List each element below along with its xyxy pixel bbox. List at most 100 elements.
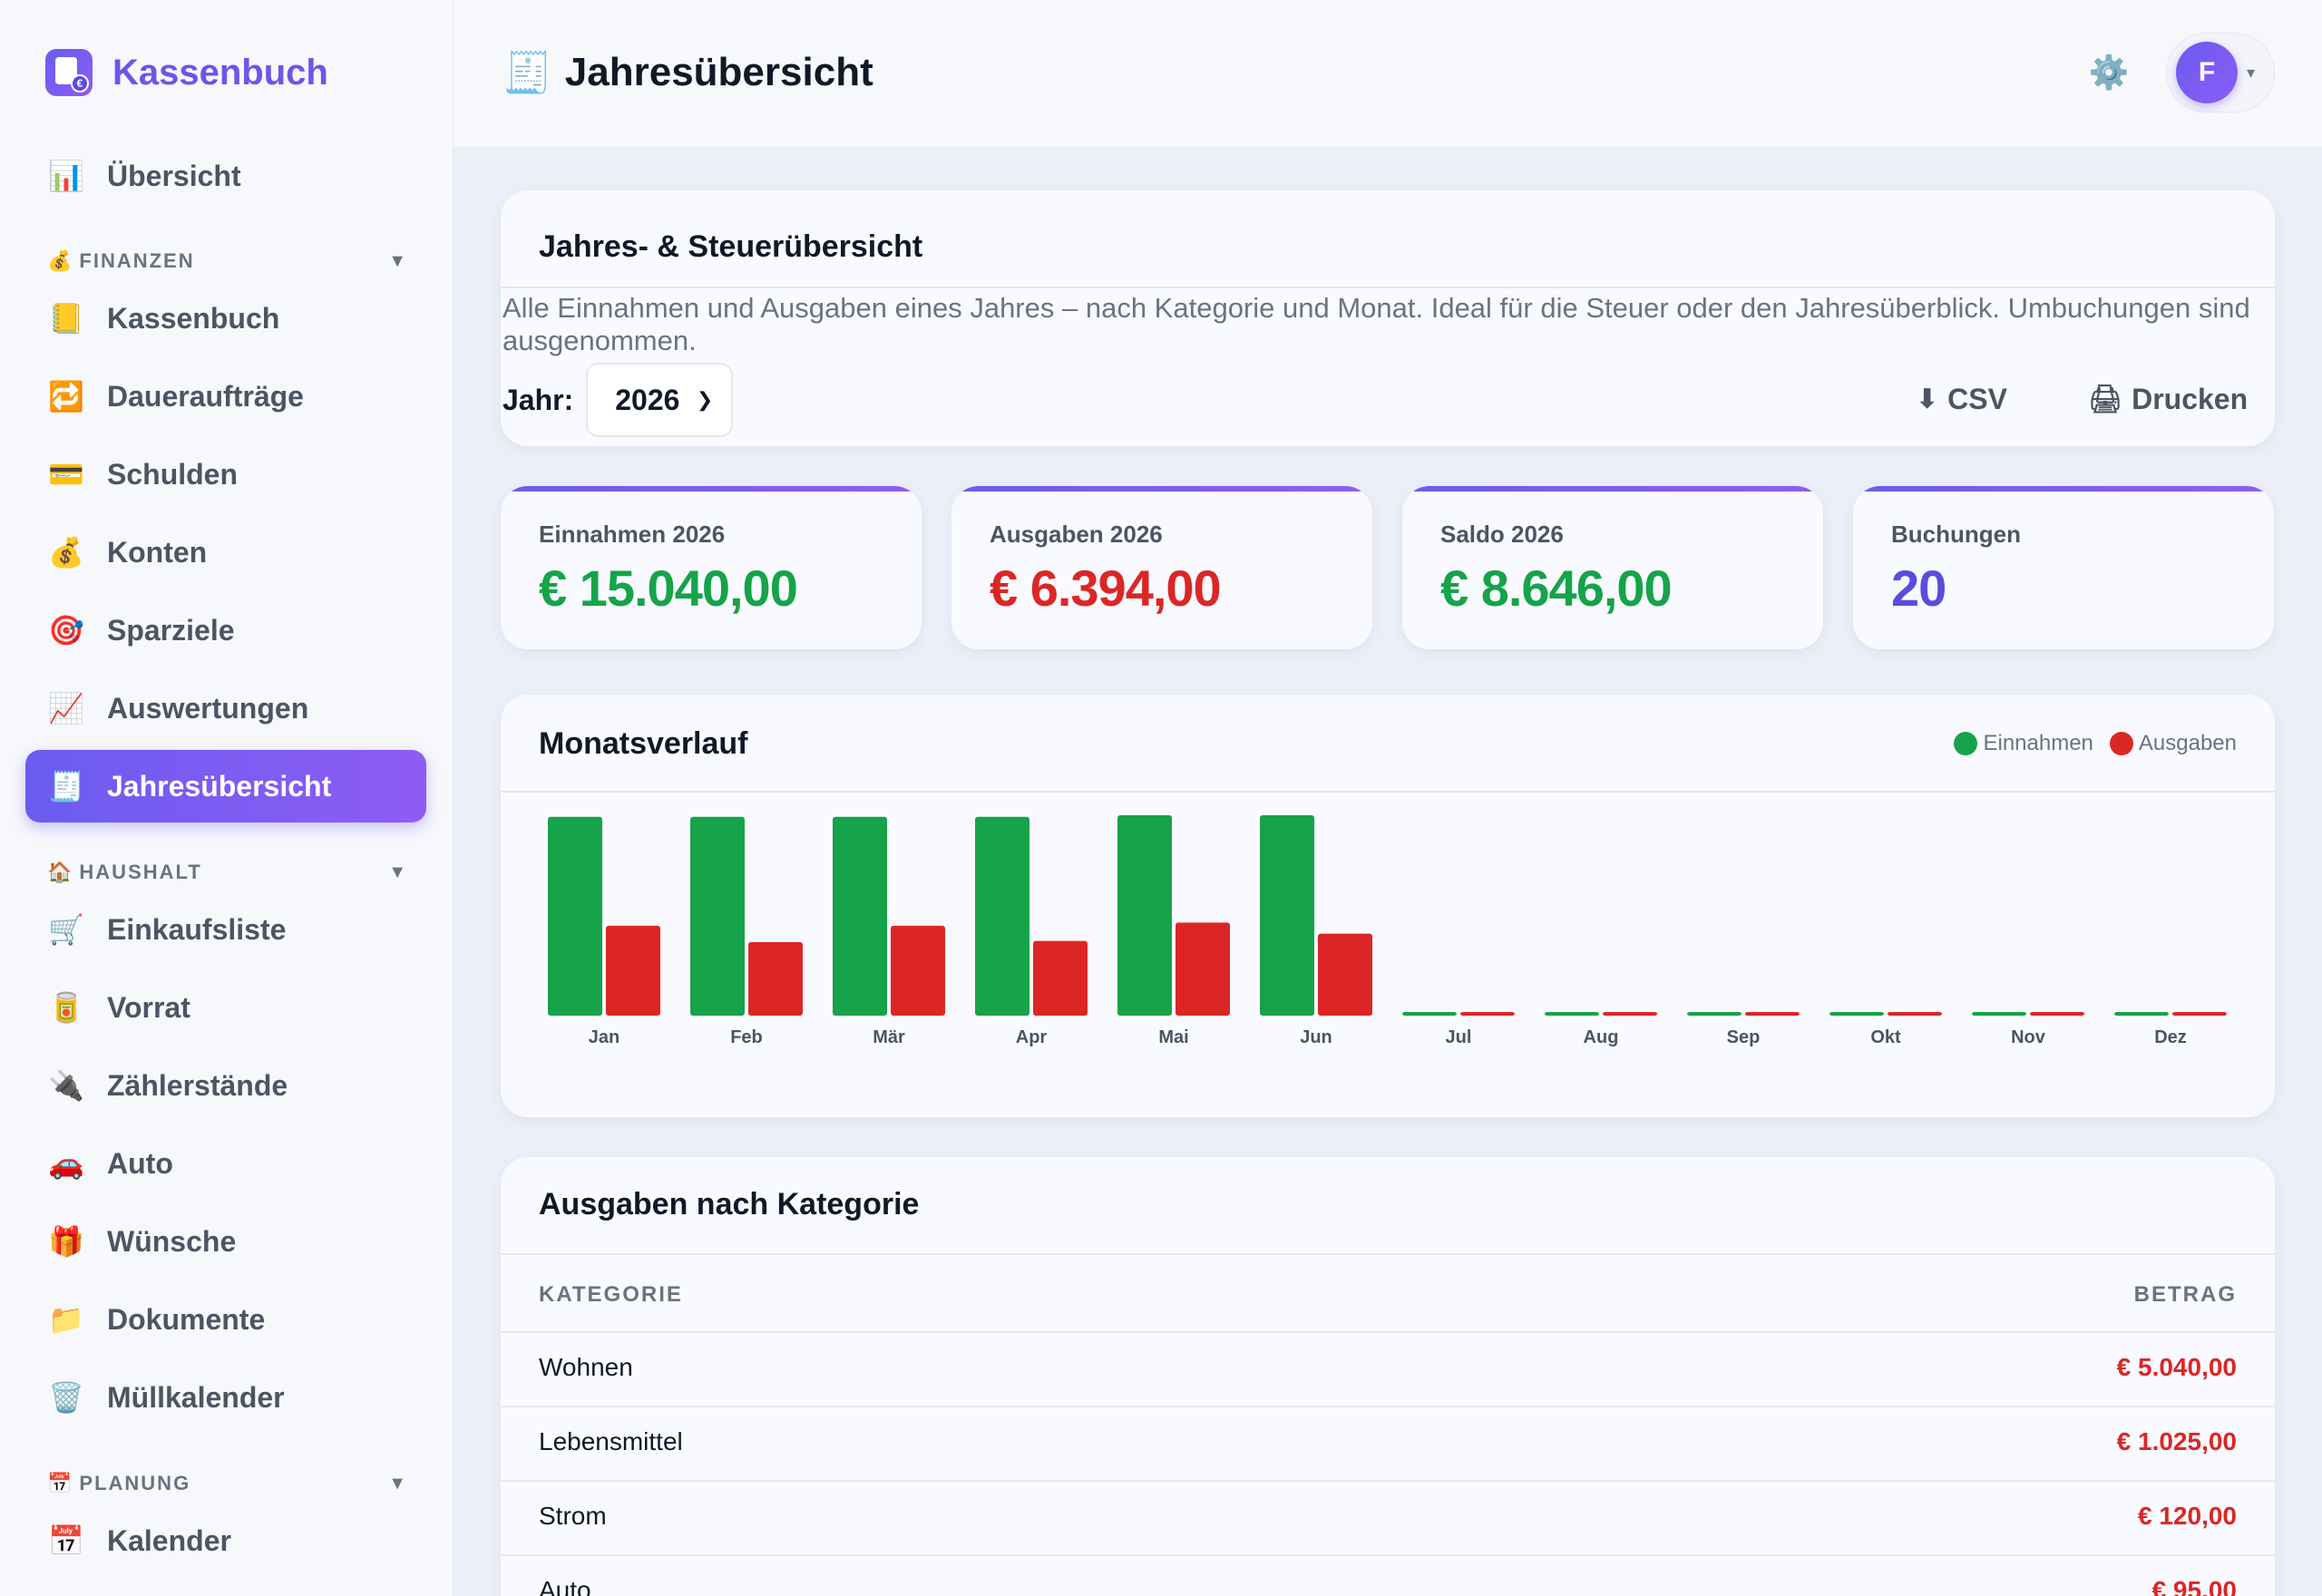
- sidebar-item-label: Kalender: [107, 1523, 231, 1557]
- year-filter: Jahr: 2026 ❯: [502, 363, 734, 437]
- csv-export-button[interactable]: ⬇ CSV: [1916, 372, 2007, 426]
- bar-income-okt[interactable]: [1829, 1012, 1884, 1016]
- folder-icon: 📁: [48, 1302, 84, 1337]
- divider: [501, 287, 2275, 288]
- stat-label: Saldo 2026: [1440, 521, 1564, 548]
- bar-expense-dez[interactable]: [2172, 1012, 2227, 1016]
- bar-expense-jan[interactable]: [606, 925, 660, 1016]
- bar-expense-sep[interactable]: [1745, 1012, 1800, 1016]
- section-label: HAUSHALT: [79, 861, 202, 883]
- bar-expense-feb[interactable]: [748, 941, 803, 1016]
- bar-expense-apr[interactable]: [1033, 940, 1088, 1016]
- sidebar-item-label: Auto: [107, 1146, 173, 1180]
- chart-title: Monatsverlauf: [539, 726, 748, 761]
- bar-expense-jul[interactable]: [1460, 1012, 1515, 1016]
- sidebar-item-label: Jahresübersicht: [107, 769, 332, 803]
- sidebar-item-label: Müllkalender: [107, 1380, 285, 1414]
- sidebar-item-konten[interactable]: 💰 Konten: [25, 516, 426, 589]
- bar-income-sep[interactable]: [1687, 1012, 1742, 1016]
- bar-expense-aug[interactable]: [1603, 1012, 1657, 1016]
- x-tick-label: Mai: [1158, 1027, 1188, 1047]
- bar-expense-mär[interactable]: [891, 925, 945, 1016]
- category-cell: Auto: [539, 1576, 591, 1596]
- column-header-amount[interactable]: BETRAG: [2133, 1282, 2237, 1307]
- bar-income-feb[interactable]: [690, 816, 745, 1016]
- bar-income-jul[interactable]: [1402, 1012, 1457, 1016]
- table-row: Wohnen € 5.040,00: [501, 1331, 2275, 1406]
- bar-income-jun[interactable]: [1260, 815, 1314, 1016]
- sidebar-item-wuensche[interactable]: 🎁 Wünsche: [25, 1205, 426, 1278]
- receipt-icon: 🧾: [48, 769, 84, 803]
- print-button[interactable]: 🖨 Drucken: [2088, 372, 2248, 426]
- bar-income-apr[interactable]: [975, 816, 1029, 1016]
- x-tick-label: Sep: [1727, 1027, 1761, 1047]
- sidebar-item-vorrat[interactable]: 🥫 Vorrat: [25, 971, 426, 1044]
- category-cell: Wohnen: [539, 1353, 633, 1381]
- page-title: 🧾 Jahresübersicht: [502, 45, 873, 100]
- bar-income-aug[interactable]: [1545, 1012, 1599, 1016]
- calendar-icon: 📅: [47, 1472, 73, 1495]
- settings-gear-icon[interactable]: ⚙️: [2088, 54, 2130, 92]
- stat-label: Ausgaben 2026: [990, 521, 1163, 548]
- money-bag-icon: 💰: [47, 249, 73, 273]
- sidebar-item-label: Kassenbuch: [107, 301, 280, 335]
- bar-expense-okt[interactable]: [1888, 1012, 1942, 1016]
- section-finanzen[interactable]: 💰 FINANZEN ▼: [47, 248, 406, 275]
- x-tick-label: Okt: [1870, 1027, 1901, 1047]
- chevron-down-icon: ❯: [696, 388, 714, 411]
- sidebar-item-sparziele[interactable]: 🎯 Sparziele: [25, 594, 426, 667]
- stat-value: € 15.040,00: [539, 560, 798, 617]
- sidebar-item-kalender[interactable]: 📅 Kalender: [25, 1504, 426, 1577]
- bar-income-jan[interactable]: [548, 816, 602, 1016]
- bar-income-nov[interactable]: [1972, 1012, 2026, 1016]
- sidebar-item-schulden[interactable]: 💳 Schulden: [25, 438, 426, 511]
- shopping-cart-icon: 🛒: [48, 912, 84, 947]
- sidebar-item-muellkalender[interactable]: 🗑️ Müllkalender: [25, 1361, 426, 1434]
- sidebar-item-label: Zählerstände: [107, 1068, 288, 1102]
- print-label: Drucken: [2132, 382, 2249, 415]
- x-tick-label: Mär: [873, 1027, 905, 1047]
- sidebar-item-zaehlerstaende[interactable]: 🔌 Zählerstände: [25, 1049, 426, 1122]
- sidebar-item-label: Dokumente: [107, 1302, 266, 1336]
- bar-income-mai[interactable]: [1117, 815, 1172, 1016]
- avatar: F: [2176, 42, 2238, 103]
- sidebar-item-auto[interactable]: 🚗 Auto: [25, 1127, 426, 1200]
- chart-legend: Einnahmen Ausgaben: [1954, 727, 2237, 760]
- bar-expense-mai[interactable]: [1176, 922, 1230, 1016]
- sidebar-item-einkaufsliste[interactable]: 🛒 Einkaufsliste: [25, 893, 426, 966]
- column-header-category[interactable]: KATEGORIE: [539, 1282, 683, 1307]
- overview-title: Jahres- & Steuerübersicht: [539, 229, 923, 264]
- bar-expense-nov[interactable]: [2030, 1012, 2084, 1016]
- sidebar-item-kassenbuch[interactable]: 📒 Kassenbuch: [25, 282, 426, 355]
- year-select[interactable]: 2026 ❯: [586, 363, 734, 437]
- expenses-title: Ausgaben nach Kategorie: [539, 1187, 920, 1221]
- sidebar-item-dauerauftraege[interactable]: 🔁 Daueraufträge: [25, 360, 426, 433]
- sidebar-item-jahresuebersicht[interactable]: 🧾 Jahresübersicht: [25, 750, 426, 822]
- year-label: Jahr:: [502, 383, 574, 416]
- receipt-icon: 🧾: [502, 50, 552, 96]
- user-menu[interactable]: F ▾: [2166, 33, 2275, 112]
- bar-expense-jun[interactable]: [1318, 933, 1372, 1016]
- legend-income-label: Einnahmen: [1983, 731, 2093, 755]
- table-row: Strom € 120,00: [501, 1480, 2275, 1554]
- car-icon: 🚗: [48, 1146, 84, 1181]
- csv-label: CSV: [1947, 382, 2007, 415]
- sidebar-item-dokumente[interactable]: 📁 Dokumente: [25, 1283, 426, 1356]
- bar-income-mär[interactable]: [833, 816, 887, 1016]
- sidebar-item-uebersicht[interactable]: 📊 Übersicht: [25, 140, 426, 212]
- sidebar-item-auswertungen[interactable]: 📈 Auswertungen: [25, 672, 426, 744]
- sidebar-item-label: Konten: [107, 535, 208, 569]
- table-row: Auto € 95,00: [501, 1554, 2275, 1596]
- section-haushalt[interactable]: 🏠 HAUSHALT ▼: [47, 859, 406, 886]
- amount-cell: € 95,00: [2151, 1576, 2237, 1596]
- sidebar-item-label: Auswertungen: [107, 691, 309, 725]
- sidebar-item-label: Schulden: [107, 457, 239, 491]
- category-cell: Strom: [539, 1502, 607, 1530]
- bar-income-dez[interactable]: [2114, 1012, 2169, 1016]
- calendar-icon: 📅: [48, 1523, 84, 1558]
- brand[interactable]: € Kassenbuch: [45, 49, 328, 96]
- section-planung[interactable]: 📅 PLANUNG ▼: [47, 1470, 406, 1497]
- page-title-text: Jahresübersicht: [564, 50, 873, 94]
- overview-description: Alle Einnahmen und Ausgaben eines Jahres…: [502, 292, 2250, 356]
- expenses-by-category-card: Ausgaben nach Kategorie KATEGORIE BETRAG…: [501, 1157, 2275, 1596]
